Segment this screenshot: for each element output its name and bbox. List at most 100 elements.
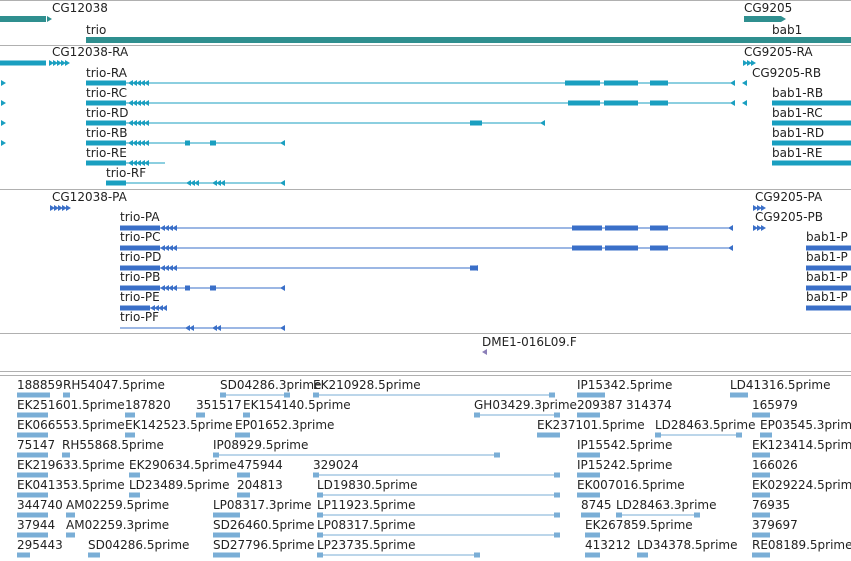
est-label[interactable]: AM02259.3prime (66, 518, 170, 532)
protein-bar-cg9205-pb[interactable] (753, 225, 758, 231)
protein-bar-cg12038-pa[interactable] (66, 205, 71, 211)
est-label[interactable]: GH03429.3prime (474, 398, 577, 412)
est-bar[interactable] (17, 432, 48, 438)
protein-bar-trio-pc[interactable] (164, 245, 169, 251)
est-bar[interactable] (554, 512, 560, 518)
est-label[interactable]: EK007016.5prime (577, 478, 685, 492)
est-label[interactable]: 314374 (626, 398, 672, 412)
protein-bar-cg12038-pa[interactable] (62, 205, 67, 211)
mrna-bar-bab1[interactable] (772, 160, 851, 166)
est-label[interactable]: IP15342.5prime (577, 378, 673, 392)
est-label[interactable]: LD41316.5prime (730, 378, 831, 392)
est-bar[interactable] (752, 412, 770, 418)
est-bar[interactable] (237, 472, 250, 478)
protein-label[interactable]: trio-PF (120, 310, 160, 324)
est-label[interactable]: 295443 (17, 538, 63, 552)
protein-bar-cg12038-pa[interactable] (54, 205, 59, 211)
mrna-bar-trio-rc[interactable] (140, 100, 145, 106)
est-label[interactable]: EK041353.5prime (17, 478, 125, 492)
est-bar[interactable] (17, 472, 48, 478)
mrna-bar-trio-rc[interactable] (136, 100, 141, 106)
protein-bar-trio-pd[interactable] (473, 265, 478, 271)
est-bar[interactable] (585, 552, 600, 558)
est-label[interactable]: 37944 (17, 518, 56, 532)
est-bar[interactable] (63, 392, 70, 398)
mrna-label[interactable]: trio-RD (86, 106, 129, 120)
mrna-label[interactable]: bab1-RB (772, 86, 824, 100)
est-bar[interactable] (474, 412, 480, 418)
gene-bar-cg12038[interactable] (47, 16, 52, 22)
mrna-label[interactable]: trio-RB (86, 126, 128, 140)
protein-label[interactable]: trio-PE (120, 290, 160, 304)
est-bar[interactable] (554, 412, 560, 418)
est-bar[interactable] (237, 492, 250, 498)
mrna-bar-trio-ra[interactable] (730, 80, 735, 86)
protein-bar-cg9205-pb[interactable] (761, 225, 766, 231)
mrna-bar-trio-ra[interactable] (132, 80, 137, 86)
mrna-bar-trio-rb[interactable] (140, 140, 145, 146)
est-label[interactable]: 413212 (585, 538, 631, 552)
est-label[interactable]: RE08189.5prime (752, 538, 851, 552)
est-bar[interactable] (655, 432, 661, 438)
est-label[interactable]: EK210928.5prime (313, 378, 421, 392)
est-bar[interactable] (537, 432, 560, 438)
protein-label[interactable]: bab1-P (806, 290, 848, 304)
est-bar[interactable] (213, 552, 240, 558)
est-label[interactable]: IP15242.5prime (577, 458, 673, 472)
gene-bar-cg9205[interactable] (744, 16, 781, 22)
mrna-bar-cg9205-ra[interactable] (743, 60, 748, 66)
gene-bar-cg9205[interactable] (781, 16, 786, 22)
protein-bar-trio-pa[interactable] (164, 225, 169, 231)
mrna-bar-trio-rc[interactable] (128, 100, 133, 106)
mrna-bar-trio-rf[interactable] (220, 180, 225, 186)
est-label[interactable]: 165979 (752, 398, 798, 412)
gene-label[interactable]: CG9205 (744, 1, 793, 15)
est-bar[interactable] (313, 472, 319, 478)
mrna-bar-cg12038-ra[interactable] (65, 60, 70, 66)
mrna-bar-trio-rc[interactable] (132, 100, 137, 106)
mrna-bar-trio-rb[interactable] (136, 140, 141, 146)
protein-bar-trio-pa[interactable] (168, 225, 173, 231)
est-bar[interactable] (554, 532, 560, 538)
est-bar[interactable] (213, 532, 240, 538)
est-bar[interactable] (581, 512, 600, 518)
mrna-bar-trio-rc[interactable] (144, 100, 149, 106)
est-label[interactable]: EP01652.3prime (235, 418, 335, 432)
est-bar[interactable] (66, 512, 75, 518)
protein-bar-trio-pc[interactable] (172, 245, 177, 251)
mrna-bar-trio-re[interactable] (128, 160, 133, 166)
mrna-bar-trio-re[interactable] (132, 160, 137, 166)
protein-bar-trio-pa[interactable] (728, 225, 733, 231)
est-bar[interactable] (752, 452, 770, 458)
est-bar[interactable] (317, 492, 323, 498)
protein-bar-bab1[interactable] (806, 305, 851, 311)
mrna-label[interactable]: trio-RA (86, 66, 127, 80)
mrna-bar-trio-ra[interactable] (140, 80, 145, 86)
est-bar[interactable] (196, 412, 205, 418)
mrna-label[interactable]: CG9205-RA (744, 45, 813, 59)
protein-bar-trio-pa[interactable] (650, 225, 668, 231)
mrna-bar-cg9205-ra[interactable] (747, 60, 752, 66)
mrna-bar-offscreen[interactable] (1, 100, 6, 106)
est-bar[interactable] (577, 472, 600, 478)
est-bar[interactable] (317, 552, 323, 558)
protein-bar-trio-pc[interactable] (168, 245, 173, 251)
mrna-bar-trio-rb[interactable] (86, 140, 126, 146)
mrna-bar-offscreen[interactable] (1, 120, 6, 126)
protein-bar-trio-pb[interactable] (280, 285, 285, 291)
est-bar[interactable] (549, 392, 555, 398)
protein-bar-trio-pa[interactable] (605, 225, 638, 231)
est-label[interactable]: 209387 (577, 398, 623, 412)
mrna-bar-trio-ra[interactable] (604, 80, 638, 86)
protein-bar-trio-pe[interactable] (150, 305, 155, 311)
mrna-bar-trio-re[interactable] (140, 160, 145, 166)
mrna-bar-trio-rd[interactable] (128, 120, 133, 126)
est-label[interactable]: EK142523.5prime (125, 418, 233, 432)
est-bar[interactable] (62, 452, 70, 458)
est-label[interactable]: 75147 (17, 438, 56, 452)
est-label[interactable]: 187820 (125, 398, 171, 412)
protein-bar-cg9205-pa[interactable] (753, 205, 758, 211)
est-bar[interactable] (317, 512, 323, 518)
est-label[interactable]: LD23489.5prime (129, 478, 230, 492)
mrna-bar-trio-ra[interactable] (128, 80, 133, 86)
